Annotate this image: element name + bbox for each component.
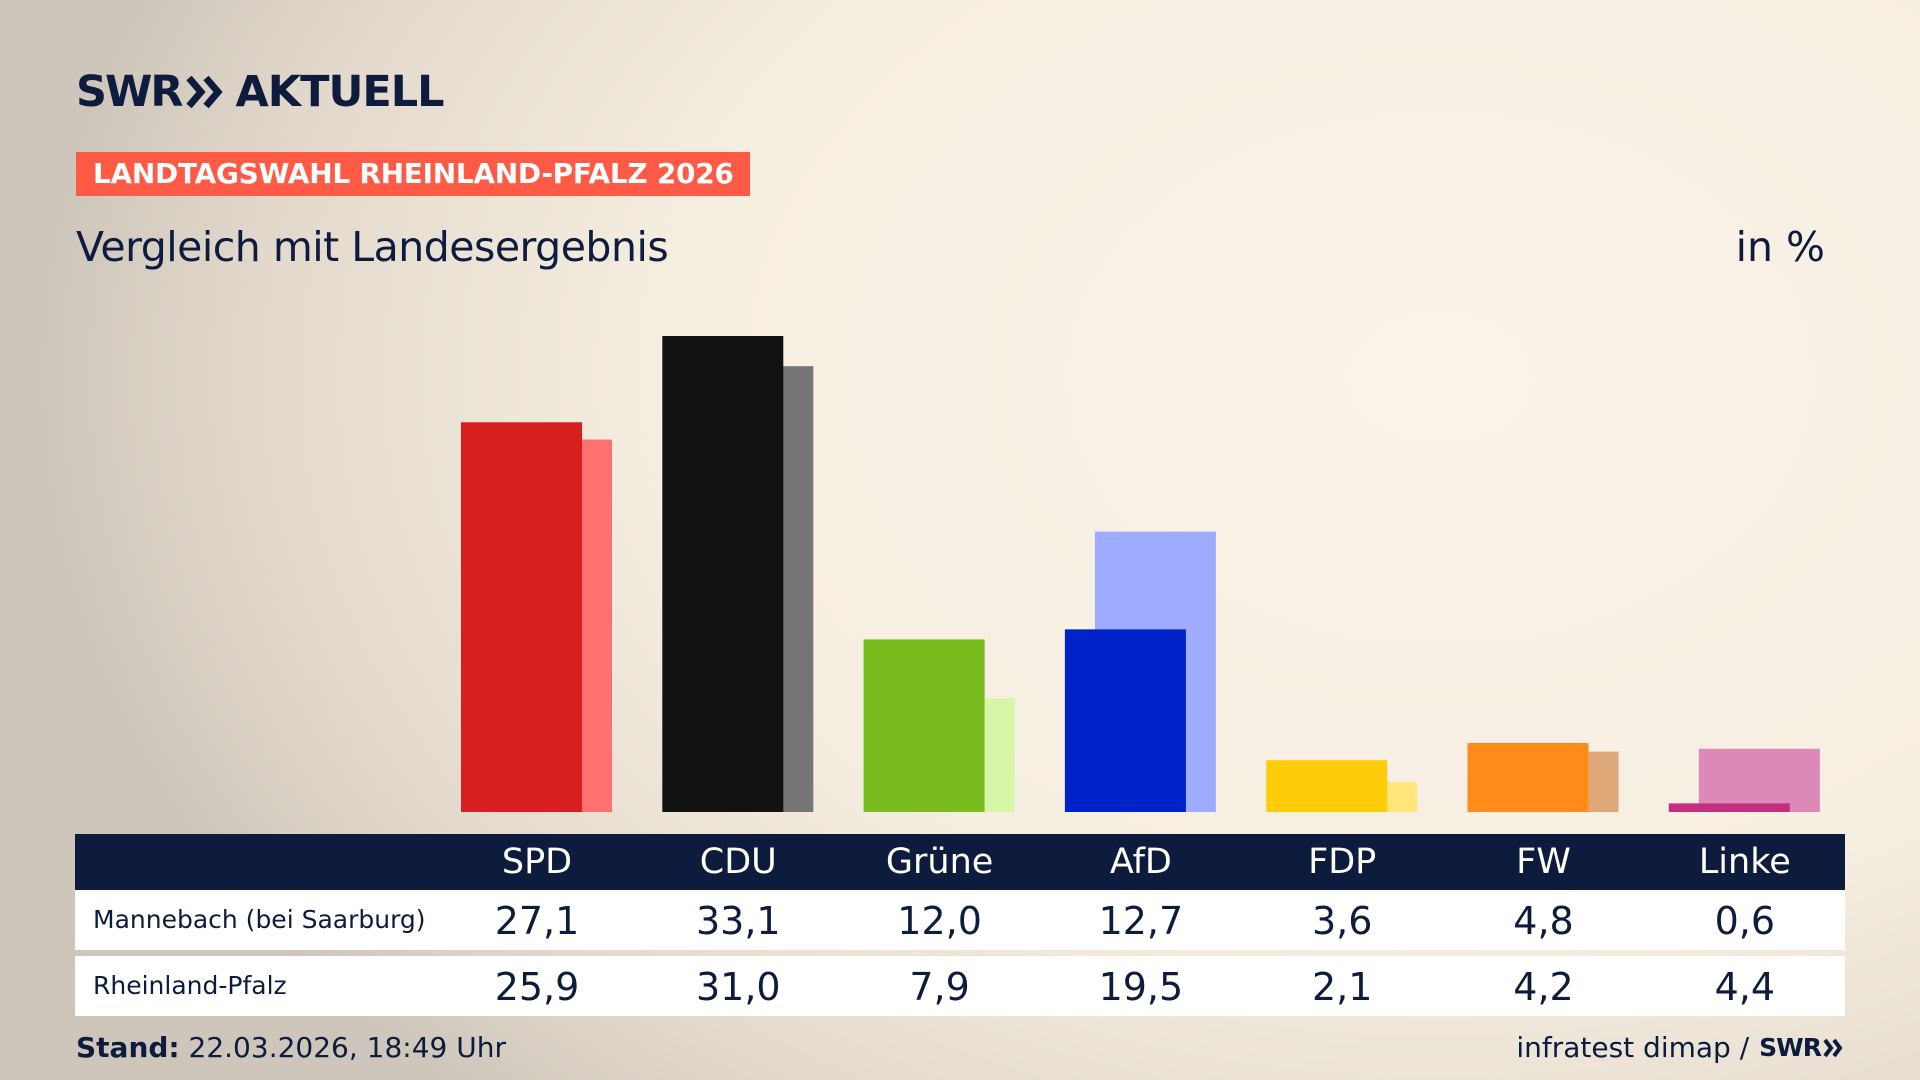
- bar-local-cdu: [662, 336, 784, 812]
- table-row-state: Rheinland-Pfalz 25,9 31,0 7,9 19,5 2,1 4,2 4,4: [75, 956, 1845, 1016]
- double-chevron-icon: [185, 75, 223, 109]
- header-afd: AfD: [1109, 842, 1172, 882]
- header-spd: SPD: [501, 842, 573, 882]
- value-local-fw: 4,8: [1513, 899, 1574, 943]
- value-state-afd: 19,5: [1098, 965, 1184, 1009]
- value-state-linke: 4,4: [1714, 965, 1776, 1009]
- footer-swr-logo: SWR: [1759, 1033, 1822, 1062]
- swr-aktuell-logo: SWR AKTUELL: [76, 67, 445, 117]
- header-fdp: FDP: [1308, 842, 1377, 882]
- bar-state-linke: [1698, 748, 1820, 812]
- header-cdu: CDU: [699, 842, 777, 882]
- chart-subtitle: Vergleich mit Landesergebnis: [76, 223, 669, 271]
- bar-chart: [461, 336, 1820, 812]
- value-local-cdu: 33,1: [695, 899, 781, 943]
- value-local-linke: 0,6: [1714, 899, 1776, 943]
- bar-local-afd: [1064, 629, 1186, 812]
- bar-local-fw: [1467, 742, 1589, 812]
- value-local-spd: 27,1: [494, 899, 580, 943]
- value-local-grne: 12,0: [897, 899, 982, 943]
- stand-label: Stand:: [76, 1031, 180, 1064]
- table-row-local: Mannebach (bei Saarburg) 27,1 33,1 12,0 12,…: [75, 890, 1845, 950]
- value-state-fdp: 2,1: [1311, 965, 1373, 1009]
- unit-label: in %: [1735, 223, 1825, 271]
- source-credit: infratest dimap / SWR: [1516, 1030, 1845, 1066]
- table-header: SPD CDU Grüne AfD FDP FW Linke: [75, 834, 1845, 890]
- value-local-afd: 12,7: [1098, 899, 1184, 943]
- logo-aktuell-text: AKTUELL: [235, 67, 445, 117]
- header-linke: Linke: [1698, 842, 1791, 882]
- footer-double-chevron-icon: [1823, 1038, 1843, 1058]
- header-fw: FW: [1516, 842, 1571, 882]
- stand-value: 22.03.2026, 18:49 Uhr: [188, 1031, 506, 1064]
- value-local-fdp: 3,6: [1311, 899, 1373, 943]
- row-label-state: Rheinland-Pfalz: [93, 971, 287, 1000]
- value-state-cdu: 31,0: [695, 965, 781, 1009]
- election-badge: LANDTAGSWAHL RHEINLAND-PFALZ 2026: [76, 152, 750, 196]
- row-label-local: Mannebach (bei Saarburg): [93, 905, 426, 934]
- bar-local-fdp: [1266, 760, 1388, 812]
- value-state-grne: 7,9: [909, 965, 970, 1009]
- bar-local-grne: [863, 639, 985, 812]
- bar-local-linke: [1668, 803, 1790, 812]
- value-state-spd: 25,9: [494, 965, 580, 1009]
- results-table: SPD CDU Grüne AfD FDP FW Linke Mannebach (bei …: [75, 834, 1845, 1016]
- value-state-fw: 4,2: [1513, 965, 1574, 1009]
- logo-swr-text: SWR: [76, 67, 184, 117]
- timestamp: Stand: 22.03.2026, 18:49 Uhr: [76, 1030, 506, 1066]
- source-text: infratest dimap /: [1516, 1031, 1750, 1064]
- bar-local-spd: [461, 422, 582, 812]
- header-grne: Grüne: [885, 842, 994, 882]
